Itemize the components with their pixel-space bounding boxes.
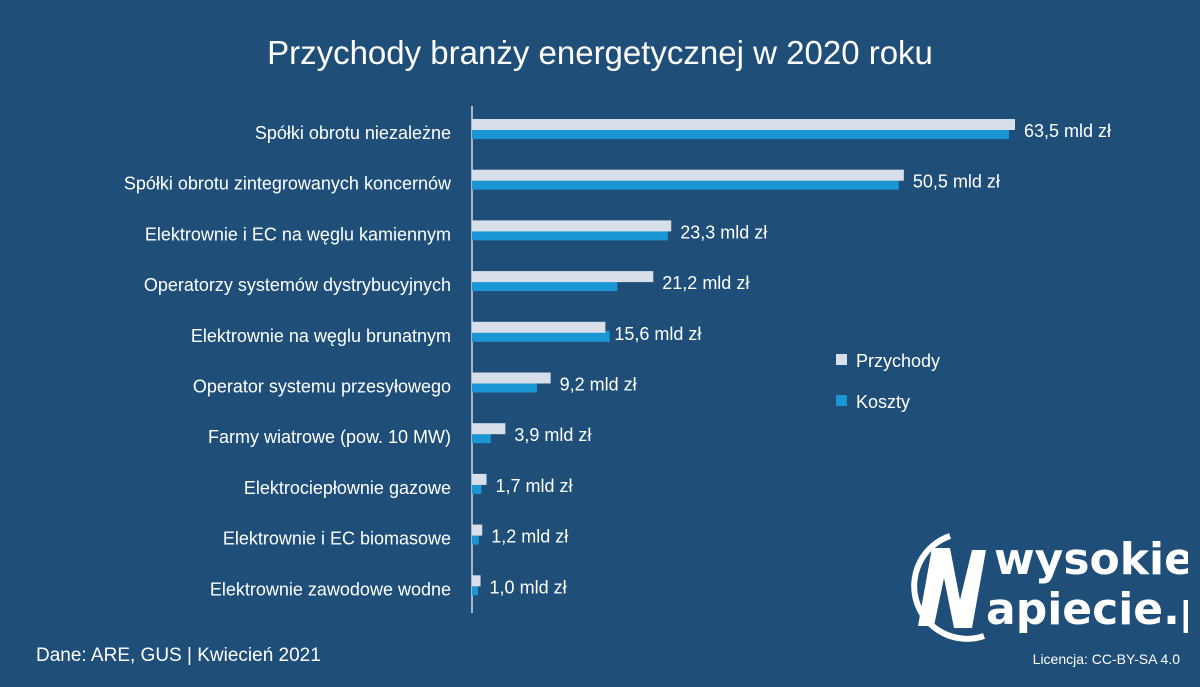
logo-line1: wysokie xyxy=(994,534,1188,585)
category-label: Elektrownie i EC biomasowe xyxy=(223,529,451,549)
data-label: 1,2 mld zł xyxy=(491,527,568,547)
logo-line2: apiecie.pl xyxy=(986,584,1188,635)
bar-koszty xyxy=(472,280,618,292)
category-label: Spółki obrotu zintegrowanych koncernów xyxy=(124,174,452,194)
bar-przychody xyxy=(472,372,551,384)
bar-przychody xyxy=(472,119,1015,130)
category-label: Elektrownie na węglu brunatnym xyxy=(191,326,451,346)
wysokie-napiecie-logo: wysokie apiecie.pl xyxy=(911,533,1188,642)
license-note: Licencja: CC-BY-SA 4.0 xyxy=(1032,651,1180,667)
category-label: Operatorzy systemów dystrybucyjnych xyxy=(144,275,451,295)
category-label: Elektrownie zawodowe wodne xyxy=(210,579,451,599)
bar-przychody xyxy=(472,321,606,333)
bar-koszty xyxy=(472,432,491,444)
bar-przychody xyxy=(472,220,672,232)
legend-label: Przychody xyxy=(856,351,940,371)
data-label: 15,6 mld zł xyxy=(614,324,701,344)
lightning-n-circle-icon xyxy=(911,533,986,642)
bar-koszty xyxy=(472,128,1010,139)
category-labels-group: Spółki obrotu niezależne Spółki obrotu zi… xyxy=(124,123,452,599)
legend-swatch xyxy=(836,354,847,365)
bar-przychody xyxy=(472,423,506,435)
bar-przychody xyxy=(472,575,481,587)
bar-koszty xyxy=(472,229,668,241)
bar-koszty xyxy=(472,381,537,393)
data-label: 21,2 mld zł xyxy=(662,273,749,293)
legend-swatch xyxy=(836,395,847,406)
category-label: Spółki obrotu niezależne xyxy=(255,123,451,143)
data-labels-group: 63,5 mld zł 50,5 mld zł 23,3 mld zł 21,2 ml… xyxy=(490,121,1111,597)
bar-przychody xyxy=(472,524,483,536)
category-label: Elektrownie i EC na węglu kamiennym xyxy=(145,224,451,244)
bar-koszty xyxy=(472,178,899,190)
data-label: 3,9 mld zł xyxy=(514,425,591,445)
data-label: 63,5 mld zł xyxy=(1024,121,1111,141)
bar-koszty xyxy=(472,584,478,596)
bar-przychody xyxy=(472,169,904,181)
data-label: 1,7 mld zł xyxy=(496,476,573,496)
category-label: Elektrociepłownie gazowe xyxy=(244,478,451,498)
bar-koszty xyxy=(472,330,610,342)
bar-przychody xyxy=(472,473,487,485)
data-label: 23,3 mld zł xyxy=(680,222,767,242)
source-note: Dane: ARE, GUS | Kwiecień 2021 xyxy=(36,645,321,666)
legend-label: Koszty xyxy=(856,392,910,412)
bar-przychody xyxy=(472,271,654,283)
chart-title: Przychody branży energetycznej w 2020 ro… xyxy=(267,34,933,71)
category-label: Farmy wiatrowe (pow. 10 MW) xyxy=(208,427,451,447)
data-label: 9,2 mld zł xyxy=(560,375,637,395)
data-label: 50,5 mld zł xyxy=(913,172,1000,192)
bars-group xyxy=(472,119,1015,596)
category-label: Operator systemu przesyłowego xyxy=(193,377,451,397)
legend: Przychody Koszty xyxy=(836,351,940,412)
bar-koszty xyxy=(472,482,482,494)
bar-koszty xyxy=(472,533,479,545)
data-label: 1,0 mld zł xyxy=(490,577,567,597)
